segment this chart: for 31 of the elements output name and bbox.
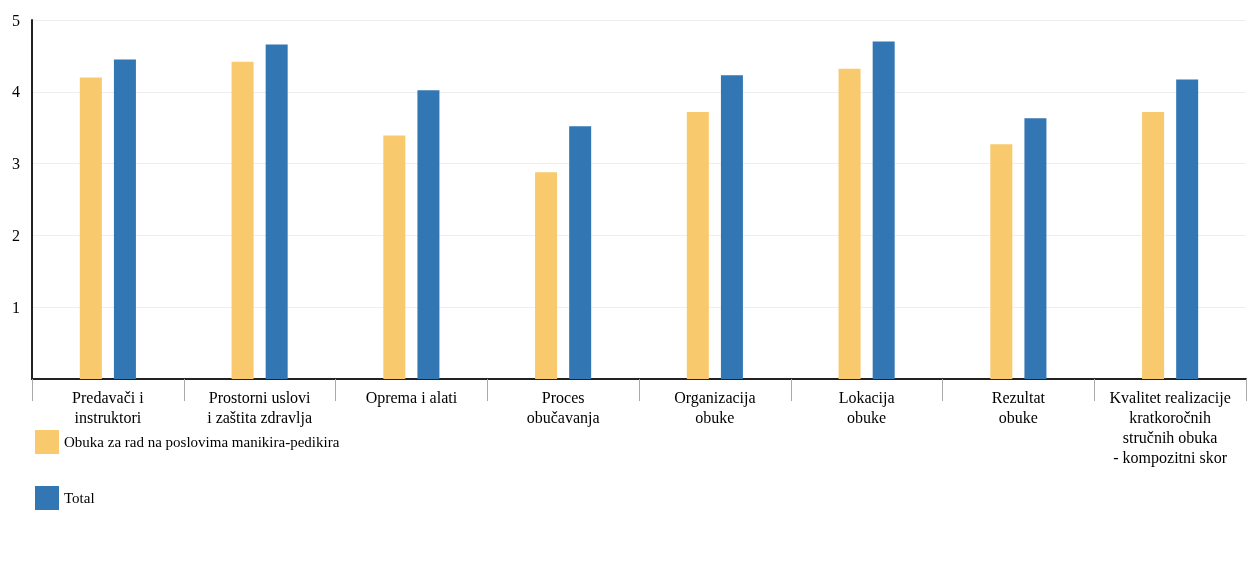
bar [872, 41, 895, 379]
bar [231, 61, 254, 379]
bar [1024, 118, 1047, 379]
bar [1142, 111, 1165, 379]
x-tick-label: Organizacija obuke [674, 388, 756, 426]
bar [417, 90, 440, 379]
x-tick-label: Kvalitet realizacije kratkoročnih stručnih obuka - kompozitni skor [1109, 388, 1231, 467]
x-tick-label: Prostorni uslovi i zaštita zdravlja [207, 388, 313, 427]
x-tick-label: Rezultat obuke [991, 388, 1046, 426]
y-tick-label: 5 [12, 11, 20, 29]
legend-label: Obuka za rad na poslovima manikira-pedikira [64, 434, 340, 450]
bar [720, 75, 743, 379]
y-tick-label: 4 [12, 83, 20, 101]
x-tick-label: Oprema i alati [365, 388, 458, 407]
bar [569, 126, 592, 379]
x-tick-label: Lokacija obuke [838, 388, 895, 426]
bar [535, 172, 558, 379]
bar [113, 59, 136, 379]
y-tick-label: 2 [12, 226, 20, 244]
x-tick-label: Proces obučavanja [526, 388, 600, 427]
x-tick-label: Predavači i instruktori [72, 388, 145, 426]
bar [686, 111, 709, 379]
bar [79, 77, 102, 379]
bar [990, 144, 1013, 379]
bar [383, 135, 406, 379]
y-tick-label: 1 [12, 298, 20, 316]
bar [838, 68, 861, 379]
legend-label: Total [64, 490, 95, 506]
bar [1176, 79, 1199, 379]
bar [265, 44, 288, 379]
y-tick-label: 3 [12, 155, 20, 173]
